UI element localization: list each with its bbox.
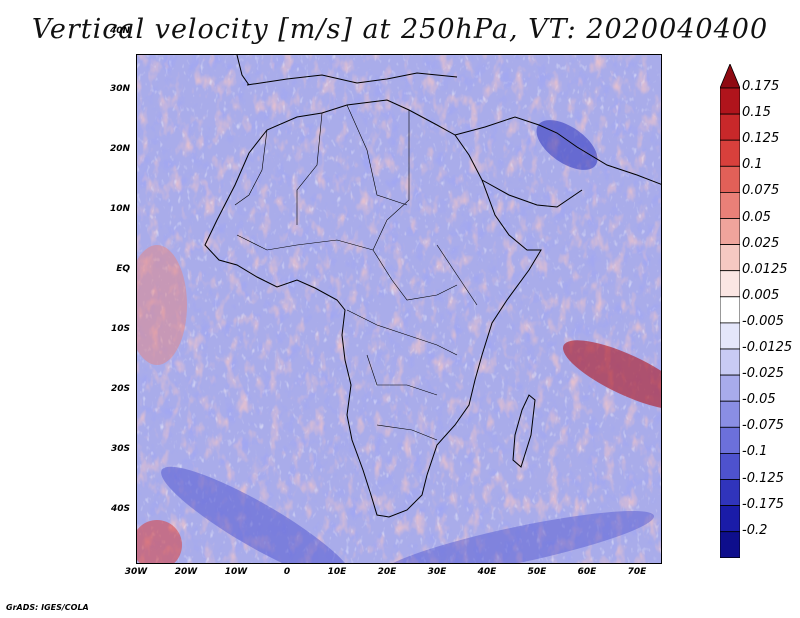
border-angola-zambia [366, 354, 438, 396]
field-negative-band-south [380, 510, 654, 563]
colorbar-tick-label: -0.175 [742, 496, 784, 512]
lon-label-20e: 20E [377, 567, 397, 577]
field-strong-negative-middle-east [536, 120, 598, 170]
colorbar-tick-label: -0.0125 [742, 340, 793, 355]
lon-label-50e: 50E [527, 567, 547, 577]
colorbar-segment [719, 400, 741, 428]
lon-label-30e: 30E [427, 567, 447, 577]
colorbar-segment [719, 322, 741, 350]
arabian-peninsula-coastline [481, 179, 583, 208]
colorbar-tick-label: 0.1 [742, 157, 763, 173]
colorbar-tick-label: 0.0125 [742, 261, 788, 277]
colorbar-tick-label: 0.075 [742, 183, 780, 199]
madagascar-coastline [512, 394, 536, 468]
colorbar-segment [719, 139, 741, 167]
colorbar [719, 62, 741, 583]
coastlines [204, 55, 661, 518]
colorbar-tick-label: -0.025 [742, 366, 784, 382]
field-positive-band-west [137, 245, 187, 365]
colorbar-tick-label: 0.025 [742, 235, 780, 251]
colorbar-segment [719, 479, 741, 507]
lat-label-40s: 40S [110, 504, 130, 514]
lat-label-eq: EQ [116, 264, 130, 274]
border-congo [346, 309, 458, 356]
lon-label-40e: 40E [477, 567, 497, 577]
lat-label-20s: 20S [110, 384, 130, 394]
colorbar-segment [719, 348, 741, 376]
lon-label-10w: 10W [224, 567, 248, 577]
lat-label-30s: 30S [110, 444, 130, 454]
colorbar-segment [719, 165, 741, 193]
colorbar-tick-label: 0.005 [742, 287, 780, 303]
colorbar-segment [719, 296, 741, 324]
colorbar-segment [719, 218, 741, 246]
iberia-coastline [236, 55, 250, 86]
border-morocco [234, 129, 268, 206]
colorbar-segment [719, 505, 741, 533]
colorbar-segment [719, 87, 741, 115]
lon-label-0: 0 [283, 567, 291, 577]
border-algeria [296, 112, 323, 225]
lon-label-70e: 70E [627, 567, 647, 577]
colorbar-segment [719, 374, 741, 402]
lon-label-20w: 20W [174, 567, 198, 577]
border-central-africa [372, 249, 458, 301]
colorbar-segment [719, 113, 741, 141]
lat-label-40n: 40N [109, 26, 130, 36]
border-ethiopia [436, 244, 478, 306]
colorbar-tick-label: -0.1 [742, 444, 768, 460]
africa-coastline [204, 99, 542, 518]
lon-label-60e: 60E [577, 567, 597, 577]
colorbar-segment [719, 244, 741, 272]
vertical-velocity-field [137, 55, 661, 563]
colorbar-segment [719, 452, 741, 480]
lon-label-30w: 30W [124, 567, 148, 577]
colorbar-scale [719, 62, 741, 583]
colorbar-tick-label: -0.125 [742, 470, 784, 486]
mediterranean-north-coastline [246, 72, 458, 86]
colorbar-segment [719, 270, 741, 298]
colorbar-tick-label: 0.125 [742, 131, 780, 147]
lat-label-10s: 10S [110, 324, 130, 334]
lat-label-10n: 10N [109, 204, 130, 214]
colorbar-tick-label: 0.175 [742, 79, 780, 94]
map-panel [136, 54, 662, 564]
colorbar-segment [719, 426, 741, 454]
colorbar-tick-label: -0.05 [742, 392, 776, 408]
colorbar-segment [719, 531, 741, 559]
colorbar-segment [719, 191, 741, 219]
lat-label-20n: 20N [109, 144, 130, 154]
border-egypt-sudan [372, 110, 410, 251]
lon-label-10e: 10E [327, 567, 347, 577]
country-borders [234, 104, 478, 441]
border-libya [346, 104, 408, 206]
colorbar-tick-label: -0.2 [742, 522, 768, 538]
colorbar-tick-label: 0.15 [742, 105, 771, 121]
field-strong-positive-indian-ocean [562, 340, 661, 410]
field-negative-band-southwest [161, 466, 353, 563]
grads-credit: GrADS: IGES/COLA [6, 603, 89, 612]
border-southern-africa [376, 424, 438, 441]
colorbar-tick-label: -0.075 [742, 418, 784, 434]
field-positive-corner-southwest [137, 520, 182, 563]
lat-label-30n: 30N [109, 84, 130, 94]
colorbar-tick-label: -0.005 [742, 313, 784, 329]
middle-east-coastline [454, 116, 661, 185]
border-sahel [236, 234, 374, 251]
map-title: Vertical velocity [m/s] at 250hPa, VT: 2… [31, 14, 769, 45]
colorbar-tick-label: 0.05 [742, 209, 771, 225]
colorbar-arrow-top [719, 62, 741, 89]
